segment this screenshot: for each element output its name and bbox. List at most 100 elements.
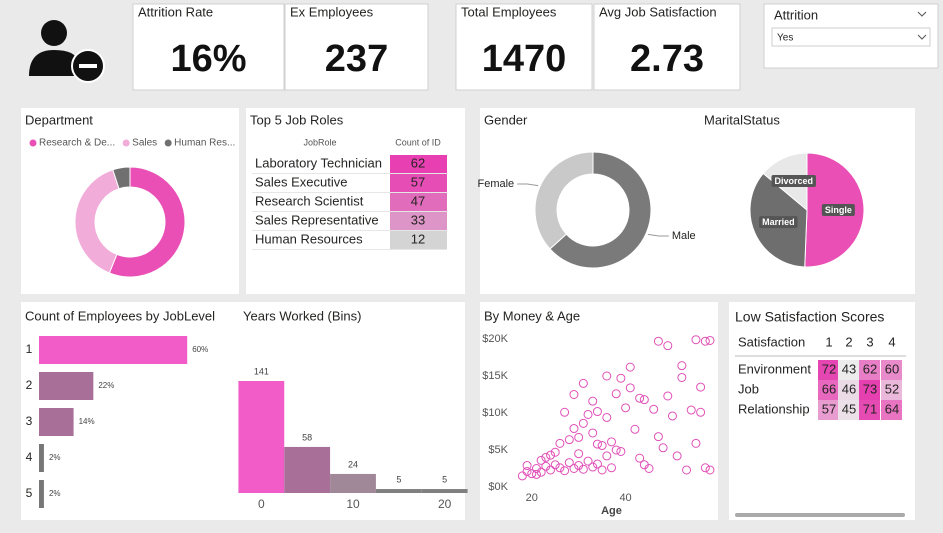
cell-value: 62: [863, 361, 877, 376]
point: [569, 390, 579, 399]
point: [667, 411, 677, 421]
point: [546, 465, 556, 475]
label-box: [771, 174, 816, 187]
cell-value: 60: [885, 361, 899, 376]
kpi-value: 2.73: [630, 38, 704, 80]
bar: [39, 372, 94, 400]
cell-value: 66: [822, 381, 836, 396]
chevron[interactable]: [917, 11, 927, 17]
point: [560, 407, 570, 417]
heat-cell: [390, 212, 447, 230]
heat-cell: [838, 360, 859, 380]
point: [607, 437, 616, 447]
point: [536, 455, 546, 465]
kpi-card: [132, 3, 285, 91]
point: [574, 432, 584, 442]
heat-cell: [859, 380, 880, 400]
legend-marker: [29, 139, 37, 147]
point: [616, 446, 626, 456]
heat-cell: [859, 360, 880, 380]
y-tick-label: 4: [26, 450, 33, 464]
data-label: 22%: [98, 381, 114, 390]
bar: [330, 473, 376, 493]
data-label: 5: [442, 474, 447, 484]
cell-value: 45: [842, 401, 856, 416]
point: [602, 451, 612, 461]
chart-title: By Money & Age: [484, 308, 580, 323]
point: [653, 432, 663, 442]
row-label: Research Scientist: [255, 193, 364, 208]
leader-line: [647, 233, 669, 237]
point: [686, 405, 696, 415]
point: [602, 371, 612, 381]
point: [541, 452, 551, 462]
bar: [39, 336, 188, 364]
point: [635, 453, 645, 463]
slicer-dropdown[interactable]: [771, 27, 931, 47]
panel: [480, 302, 718, 520]
point: [630, 424, 640, 434]
data-label: 58: [302, 432, 312, 442]
point: [578, 418, 588, 428]
cell-value: 57: [822, 401, 836, 416]
legend-label: Research & De...: [39, 138, 115, 149]
row-label: Human Resources: [255, 231, 363, 246]
slice: [534, 151, 594, 250]
point: [574, 449, 584, 459]
point: [625, 383, 635, 393]
point: [597, 465, 607, 475]
chart-title: MaritalStatus: [704, 112, 780, 127]
legend-marker: [164, 139, 172, 147]
point: [635, 393, 645, 403]
point: [639, 460, 649, 470]
x-axis-title: Age: [601, 505, 622, 517]
legend-label: Sales: [132, 138, 157, 149]
point: [607, 463, 616, 473]
heat-cell: [881, 360, 902, 380]
slice: [112, 166, 131, 190]
cell-value: 64: [885, 401, 899, 416]
kpi-card: [593, 3, 741, 91]
heat-cell: [818, 400, 839, 420]
y-tick-label: 5: [26, 486, 33, 500]
kpi-title: Attrition Rate: [138, 4, 213, 19]
scrollbar[interactable]: [735, 513, 905, 517]
bar: [39, 480, 44, 508]
cell-value: 71: [863, 401, 877, 416]
point: [560, 466, 570, 476]
legend-label: Human Res...: [174, 138, 235, 149]
chevron[interactable]: [917, 34, 927, 40]
point: [569, 464, 579, 473]
point: [592, 407, 602, 417]
kpi-card: [284, 3, 429, 91]
column-header: Satisfaction: [738, 334, 805, 349]
slicer-selected[interactable]: Yes: [777, 33, 793, 44]
point: [700, 336, 710, 346]
point: [700, 463, 710, 473]
heat-cell: [390, 231, 447, 249]
point: [531, 469, 541, 479]
point: [639, 395, 649, 405]
point: [569, 424, 579, 434]
data-label: 24: [348, 459, 358, 469]
data-label: 14%: [79, 417, 95, 426]
point: [621, 403, 631, 413]
row-label: Sales Representative: [255, 212, 379, 227]
column-header: 1: [825, 334, 832, 349]
point: [663, 341, 673, 351]
heat-cell: [818, 360, 839, 380]
heat-cell: [838, 400, 859, 420]
user-icon: [29, 20, 105, 83]
cell-value: 43: [842, 361, 856, 376]
point: [536, 467, 546, 477]
heat-cell: [390, 174, 447, 192]
point: [564, 435, 574, 445]
heat-cell: [818, 380, 839, 400]
heat-cell: [881, 380, 902, 400]
cell-value: 33: [411, 212, 425, 227]
point: [682, 465, 692, 475]
cell-value: 52: [885, 381, 899, 396]
point: [592, 459, 602, 469]
point: [555, 438, 565, 448]
